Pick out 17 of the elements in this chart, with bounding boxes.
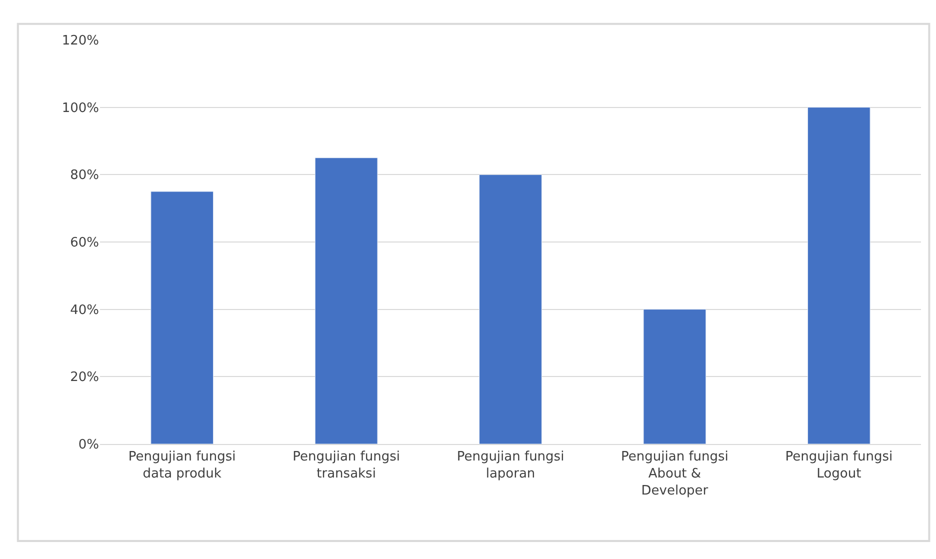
- x-tick-label: Pengujian fungsi transaksi: [292, 450, 400, 482]
- bar: [643, 309, 706, 444]
- y-tick-label: 80%: [70, 168, 99, 184]
- x-tick-label: Pengujian fungsi Logout: [785, 450, 893, 482]
- x-tick-label: Pengujian fungsi data produk: [128, 450, 236, 482]
- bar: [150, 191, 214, 444]
- bar: [314, 158, 378, 444]
- y-tick-label: 60%: [70, 236, 99, 251]
- y-tick-label: 40%: [70, 302, 99, 318]
- y-tick-label: 120%: [62, 34, 99, 49]
- x-tick-label: Pengujian fungsi About & Developer: [621, 450, 728, 498]
- y-tick-label: 100%: [62, 100, 99, 116]
- bar: [807, 107, 870, 444]
- y-tick-label: 20%: [70, 370, 99, 386]
- x-tick-label: Pengujian fungsi laporan: [456, 450, 564, 482]
- bar: [479, 174, 542, 444]
- y-tick-label: 0%: [78, 438, 99, 453]
